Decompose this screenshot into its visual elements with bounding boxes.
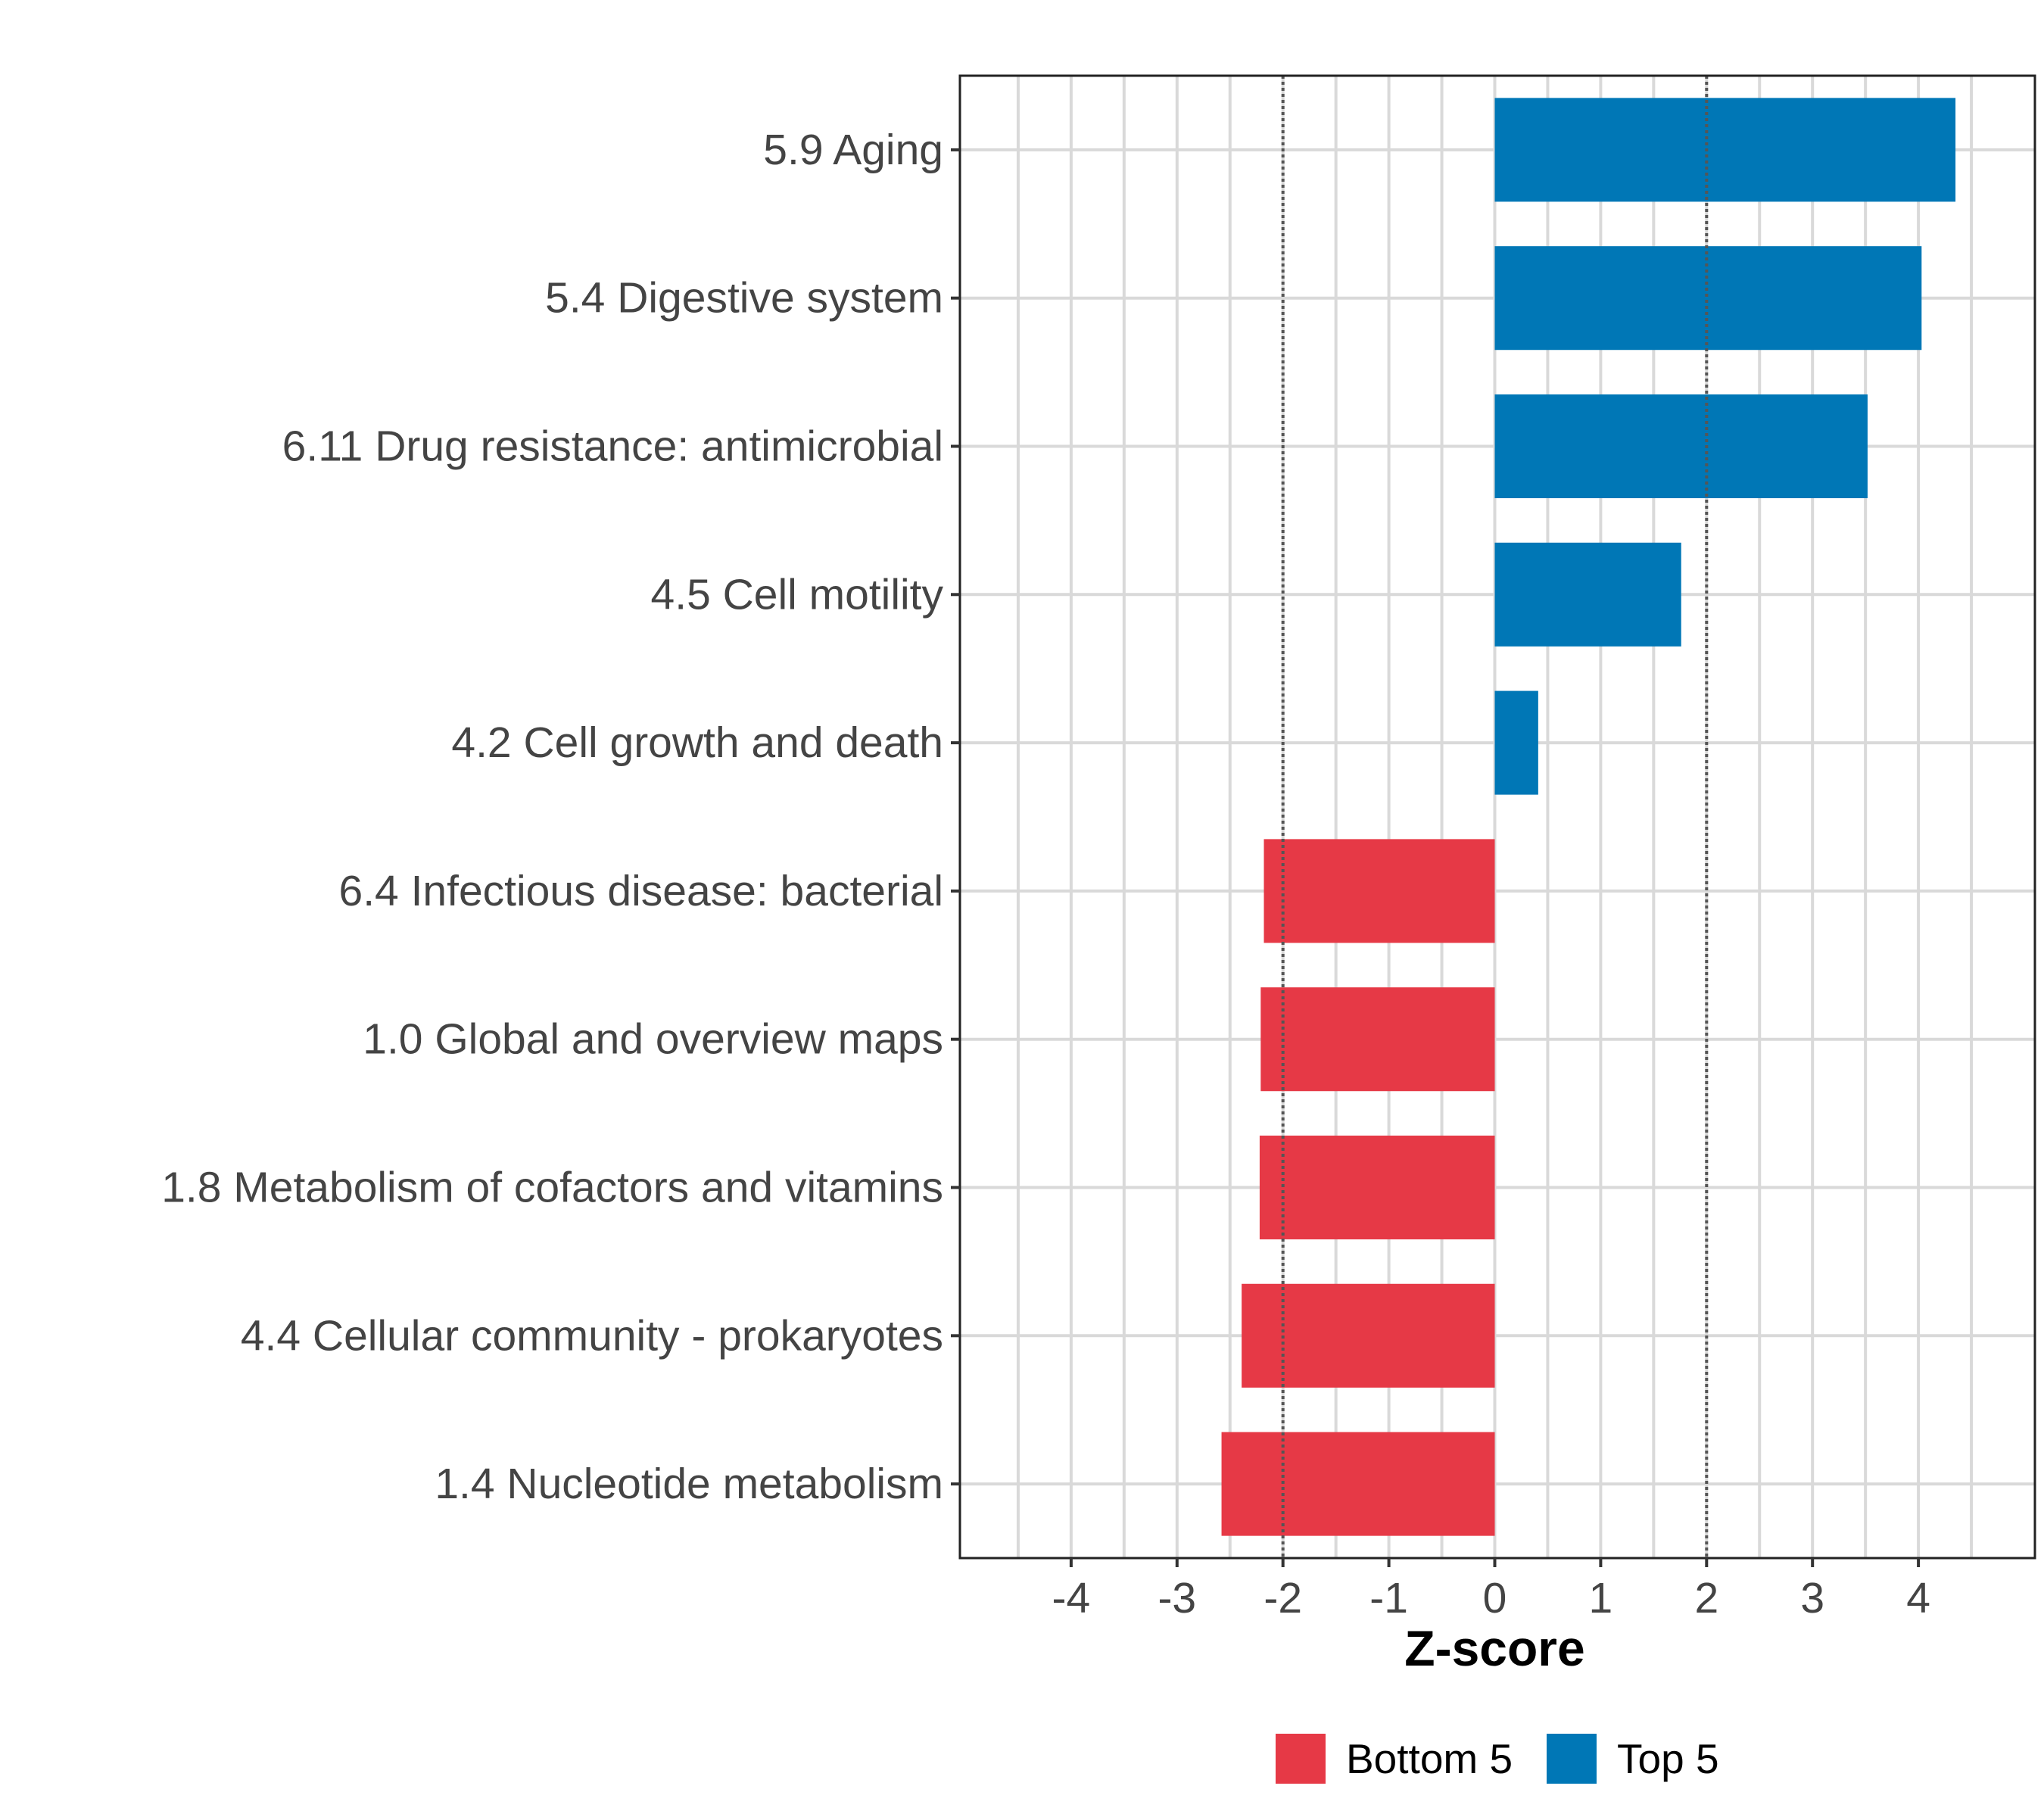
legend-swatch (1547, 1734, 1597, 1784)
x-axis: -4 -3 -2 -1 0 1 2 3 4 (1052, 1558, 1930, 1622)
bar-5 (1494, 690, 1538, 795)
legend-label: Bottom 5 (1346, 1735, 1513, 1782)
x-tick-label: -3 (1158, 1574, 1196, 1622)
plot-frame (958, 74, 2036, 1560)
category-label: 5.4 Digestive system (545, 274, 943, 323)
x-tick-label: 0 (1483, 1574, 1507, 1622)
category-label: 6.4 Infectious disease: bacterial (339, 867, 943, 915)
bar-9 (1242, 1283, 1495, 1388)
x-axis-title: Z-score (1404, 1620, 1584, 1676)
category-label: 1.0 Global and overview maps (363, 1015, 943, 1064)
legend-label: Top 5 (1617, 1735, 1719, 1782)
x-tick-label: 3 (1800, 1574, 1824, 1622)
bar-4 (1494, 542, 1681, 647)
category-label: 1.8 Metabolism of cofactors and vitamins (161, 1164, 943, 1212)
x-tick-label: -4 (1052, 1574, 1091, 1622)
legend-swatch (1276, 1734, 1326, 1784)
x-tick-label: 2 (1694, 1574, 1718, 1622)
category-label: 4.5 Cell motility (651, 570, 944, 619)
category-label: 4.2 Cell growth and death (451, 718, 943, 767)
bar-3 (1494, 394, 1868, 499)
bar-7 (1260, 987, 1495, 1092)
x-tick-label: -1 (1369, 1574, 1408, 1622)
category-label: 1.4 Nucleotide metabolism (435, 1460, 943, 1508)
x-tick-label: -2 (1263, 1574, 1302, 1622)
category-label: 6.11 Drug resistance: antimicrobial (282, 422, 943, 471)
x-tick-label: 1 (1589, 1574, 1613, 1622)
reference-lines (1281, 76, 1709, 1558)
bar-1 (1494, 98, 1956, 202)
bar-10 (1221, 1432, 1495, 1536)
category-label: 4.4 Cellular community - prokaryotes (241, 1311, 943, 1360)
y-axis: 5.9 Aging 5.4 Digestive system 6.11 Drug r… (161, 126, 960, 1508)
bar-6 (1263, 839, 1495, 943)
bar-2 (1494, 246, 1922, 351)
legend: Bottom 5 Top 5 (1276, 1734, 1719, 1784)
bar-8 (1259, 1135, 1495, 1240)
category-label: 5.9 Aging (763, 126, 943, 174)
x-tick-label: 4 (1906, 1574, 1930, 1622)
